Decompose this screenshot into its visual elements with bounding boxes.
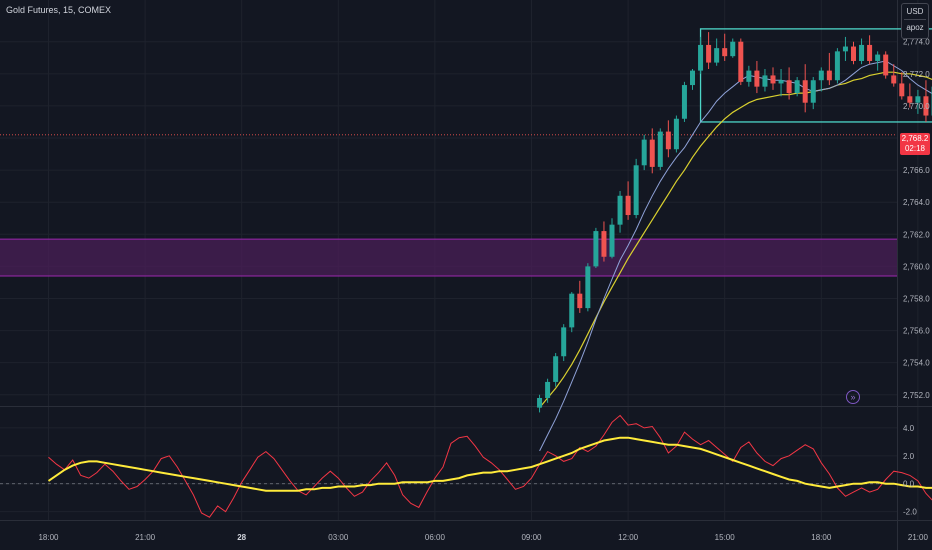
price-axis-label: 2,770.0 (903, 102, 930, 111)
candle-body (859, 44, 865, 61)
candle-body (923, 96, 929, 116)
price-axis-label: 2,752.0 (903, 391, 930, 400)
price-axis-label: 2,766.0 (903, 166, 930, 175)
candle-body (899, 83, 905, 97)
time-axis-label: 21:00 (908, 533, 929, 542)
candle-body (786, 80, 792, 94)
candle-body (762, 75, 768, 87)
oscillator-signal-line (47, 436, 932, 492)
candle-body (633, 165, 639, 216)
oscillator-axis-label: 0.0 (903, 480, 915, 489)
double-chevron-right-icon[interactable]: » (846, 390, 860, 404)
fast-moving-average-line (539, 60, 932, 452)
candle-body (794, 80, 800, 94)
price-axis-label: 2,762.0 (903, 230, 930, 239)
time-axis-label: 18:00 (811, 533, 832, 542)
symbol-label[interactable]: Gold Futures, 15, COMEX (6, 5, 112, 15)
candle-body (585, 266, 591, 309)
candle-body (706, 44, 712, 63)
currency-selector[interactable]: USD apoz (901, 3, 929, 39)
last-price-value: 2,768.2 (901, 134, 929, 143)
candle-body (545, 381, 551, 398)
time-axis-label: 28 (237, 533, 246, 542)
oscillator-axis-label: 4.0 (903, 424, 915, 433)
candle-body (673, 118, 679, 150)
candle-body (641, 139, 647, 166)
price-axis-label: 2,760.0 (903, 262, 930, 271)
candle-body (569, 293, 575, 328)
time-axis-label: 15:00 (715, 533, 736, 542)
candle-body (537, 397, 543, 408)
candle-body (609, 224, 615, 257)
candle-body (553, 356, 559, 382)
candle-body (625, 195, 631, 216)
candle-body (746, 70, 752, 82)
candle-body (891, 75, 897, 84)
price-axis-label: 2,774.0 (903, 38, 930, 47)
candle-body (681, 85, 687, 119)
candle-body (577, 293, 583, 309)
price-axis-label: 2,772.0 (903, 70, 930, 79)
candle-body (754, 70, 760, 87)
candle-body (770, 75, 776, 84)
oscillator-axis-label: -2.0 (903, 508, 917, 517)
time-axis-label: 18:00 (38, 533, 59, 542)
candle-body (690, 70, 695, 86)
candle-body (818, 70, 824, 81)
candle-body (778, 80, 784, 84)
price-axis-label: 2,764.0 (903, 198, 930, 207)
currency-divider (904, 19, 926, 20)
price-axis-label: 2,756.0 (903, 327, 930, 336)
candle-body (601, 231, 607, 257)
candle-body (907, 96, 913, 103)
candle-body (915, 96, 921, 103)
supply-demand-zone[interactable] (0, 239, 897, 277)
time-axis-label: 09:00 (521, 533, 542, 542)
candle-body (851, 46, 856, 61)
candle-body (875, 54, 881, 61)
candle-body (561, 327, 567, 357)
candle-body (657, 131, 663, 167)
candle-body (649, 139, 655, 167)
last-price-tag: 2,768.2 02:18 (900, 133, 930, 155)
candle-body (617, 195, 623, 225)
candle-body (722, 48, 728, 57)
candle-body (730, 41, 736, 57)
candle-body (842, 46, 848, 52)
price-axis-label: 2,758.0 (903, 294, 930, 303)
price-axis-label: 2,754.0 (903, 359, 930, 368)
candle-body (867, 44, 873, 61)
time-axis-label: 03:00 (328, 533, 349, 542)
candle-body (883, 54, 889, 76)
currency-label: USD (906, 7, 924, 16)
time-axis-label: 12:00 (618, 533, 639, 542)
slow-moving-average-line (539, 71, 932, 408)
candle-body (802, 80, 808, 103)
oscillator-line (48, 414, 932, 518)
candle-body (738, 41, 744, 82)
candle-body (834, 51, 840, 81)
time-axis-label: 21:00 (135, 533, 156, 542)
consolidation-range-box[interactable] (699, 28, 932, 123)
candle-body (698, 44, 704, 71)
candle-body (665, 131, 671, 150)
candle-body (810, 80, 816, 103)
candle-body (593, 231, 599, 267)
bar-countdown: 02:18 (904, 144, 926, 153)
oscillator-axis-label: 2.0 (903, 452, 915, 461)
candle-body (714, 48, 720, 63)
time-axis-label: 06:00 (425, 533, 446, 542)
candle-body (826, 70, 832, 81)
scale-label: apoz (906, 23, 924, 32)
